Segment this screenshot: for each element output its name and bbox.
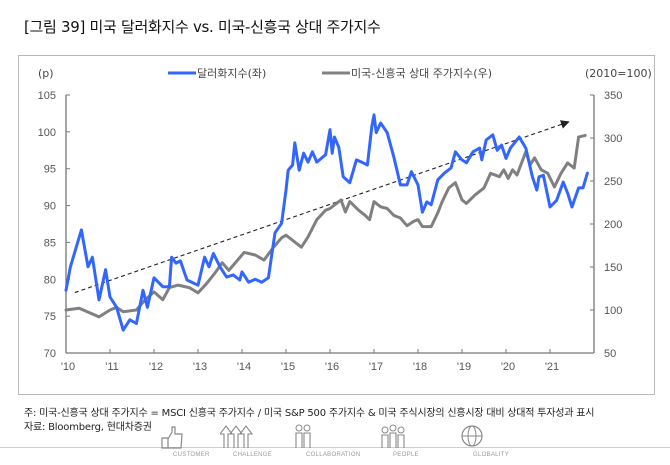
right-tick-label: 200 [604,219,622,231]
left-tick-label: 100 [38,127,56,139]
x-tick-label: '21 [545,361,559,373]
x-tick-label: '17 [369,361,383,373]
legend: 달러화지수(좌) 미국-신흥국 상대 주가지수(우) [168,66,492,80]
right-tick-label: 150 [604,262,622,274]
footer-label-globality: GLOBALITY [473,452,510,458]
left-tick-label: 95 [44,164,56,176]
x-tick-label: '11 [105,361,119,373]
left-tick-label: 85 [44,237,56,249]
left-tick-label: 105 [38,90,56,102]
right-tick-label: 50 [604,348,616,360]
x-tick-label: '19 [457,361,471,373]
trend-arrow [74,120,570,294]
left-tick-label: 90 [44,201,56,213]
people-group-icon [380,424,414,454]
footer-label-collaboration: COLLABORATION [306,452,361,458]
x-tick-label: '16 [325,361,339,373]
footer-label-people: PEOPLE [393,452,419,458]
left-tick-label: 80 [44,274,56,286]
right-tick-label: 300 [604,133,622,145]
right-tick-label: 250 [604,176,622,188]
left-tick-label: 70 [44,348,56,360]
x-tick-label: '14 [237,361,251,373]
series-line-relative-stock-index [64,133,587,319]
x-tick-label: '20 [501,361,515,373]
series-line-dollar-index [64,113,589,332]
right-tick-label: 100 [604,305,622,317]
globe-icon [460,424,494,454]
x-tick-label: '18 [413,361,427,373]
legend-label-dollar: 달러화지수(좌) [197,67,266,80]
footer-divider [0,447,670,448]
footnote: 주: 미국-신흥국 상대 주가지수 = MSCI 신흥국 주가지수 / 미국 S… [24,408,595,419]
x-tick-label: '13 [193,361,207,373]
x-tick-label: '15 [281,361,295,373]
source-note: 자료: Bloomberg, 현대차증권 [24,422,152,433]
chart-frame [18,55,655,395]
right-axis-unit: (2010=100) [585,67,652,80]
right-tick-label: 350 [604,90,622,102]
thumbs-up-icon [160,424,194,454]
left-tick-label: 75 [44,311,56,323]
footer-label-challenge: CHALLENGE [233,452,273,458]
footer-label-customer: CUSTOMER [173,452,210,458]
left-axis-unit: (p) [38,67,54,80]
legend-label-relative: 미국-신흥국 상대 주가지수(우) [351,66,492,80]
people-pair-icon [293,424,327,454]
figure-title: [그림 39] 미국 달러화지수 vs. 미국-신흥국 상대 주가지수 [24,18,381,36]
arrows-up-icon [218,424,254,454]
x-tick-label: '12 [149,361,163,373]
x-tick-label: '10 [61,361,75,373]
